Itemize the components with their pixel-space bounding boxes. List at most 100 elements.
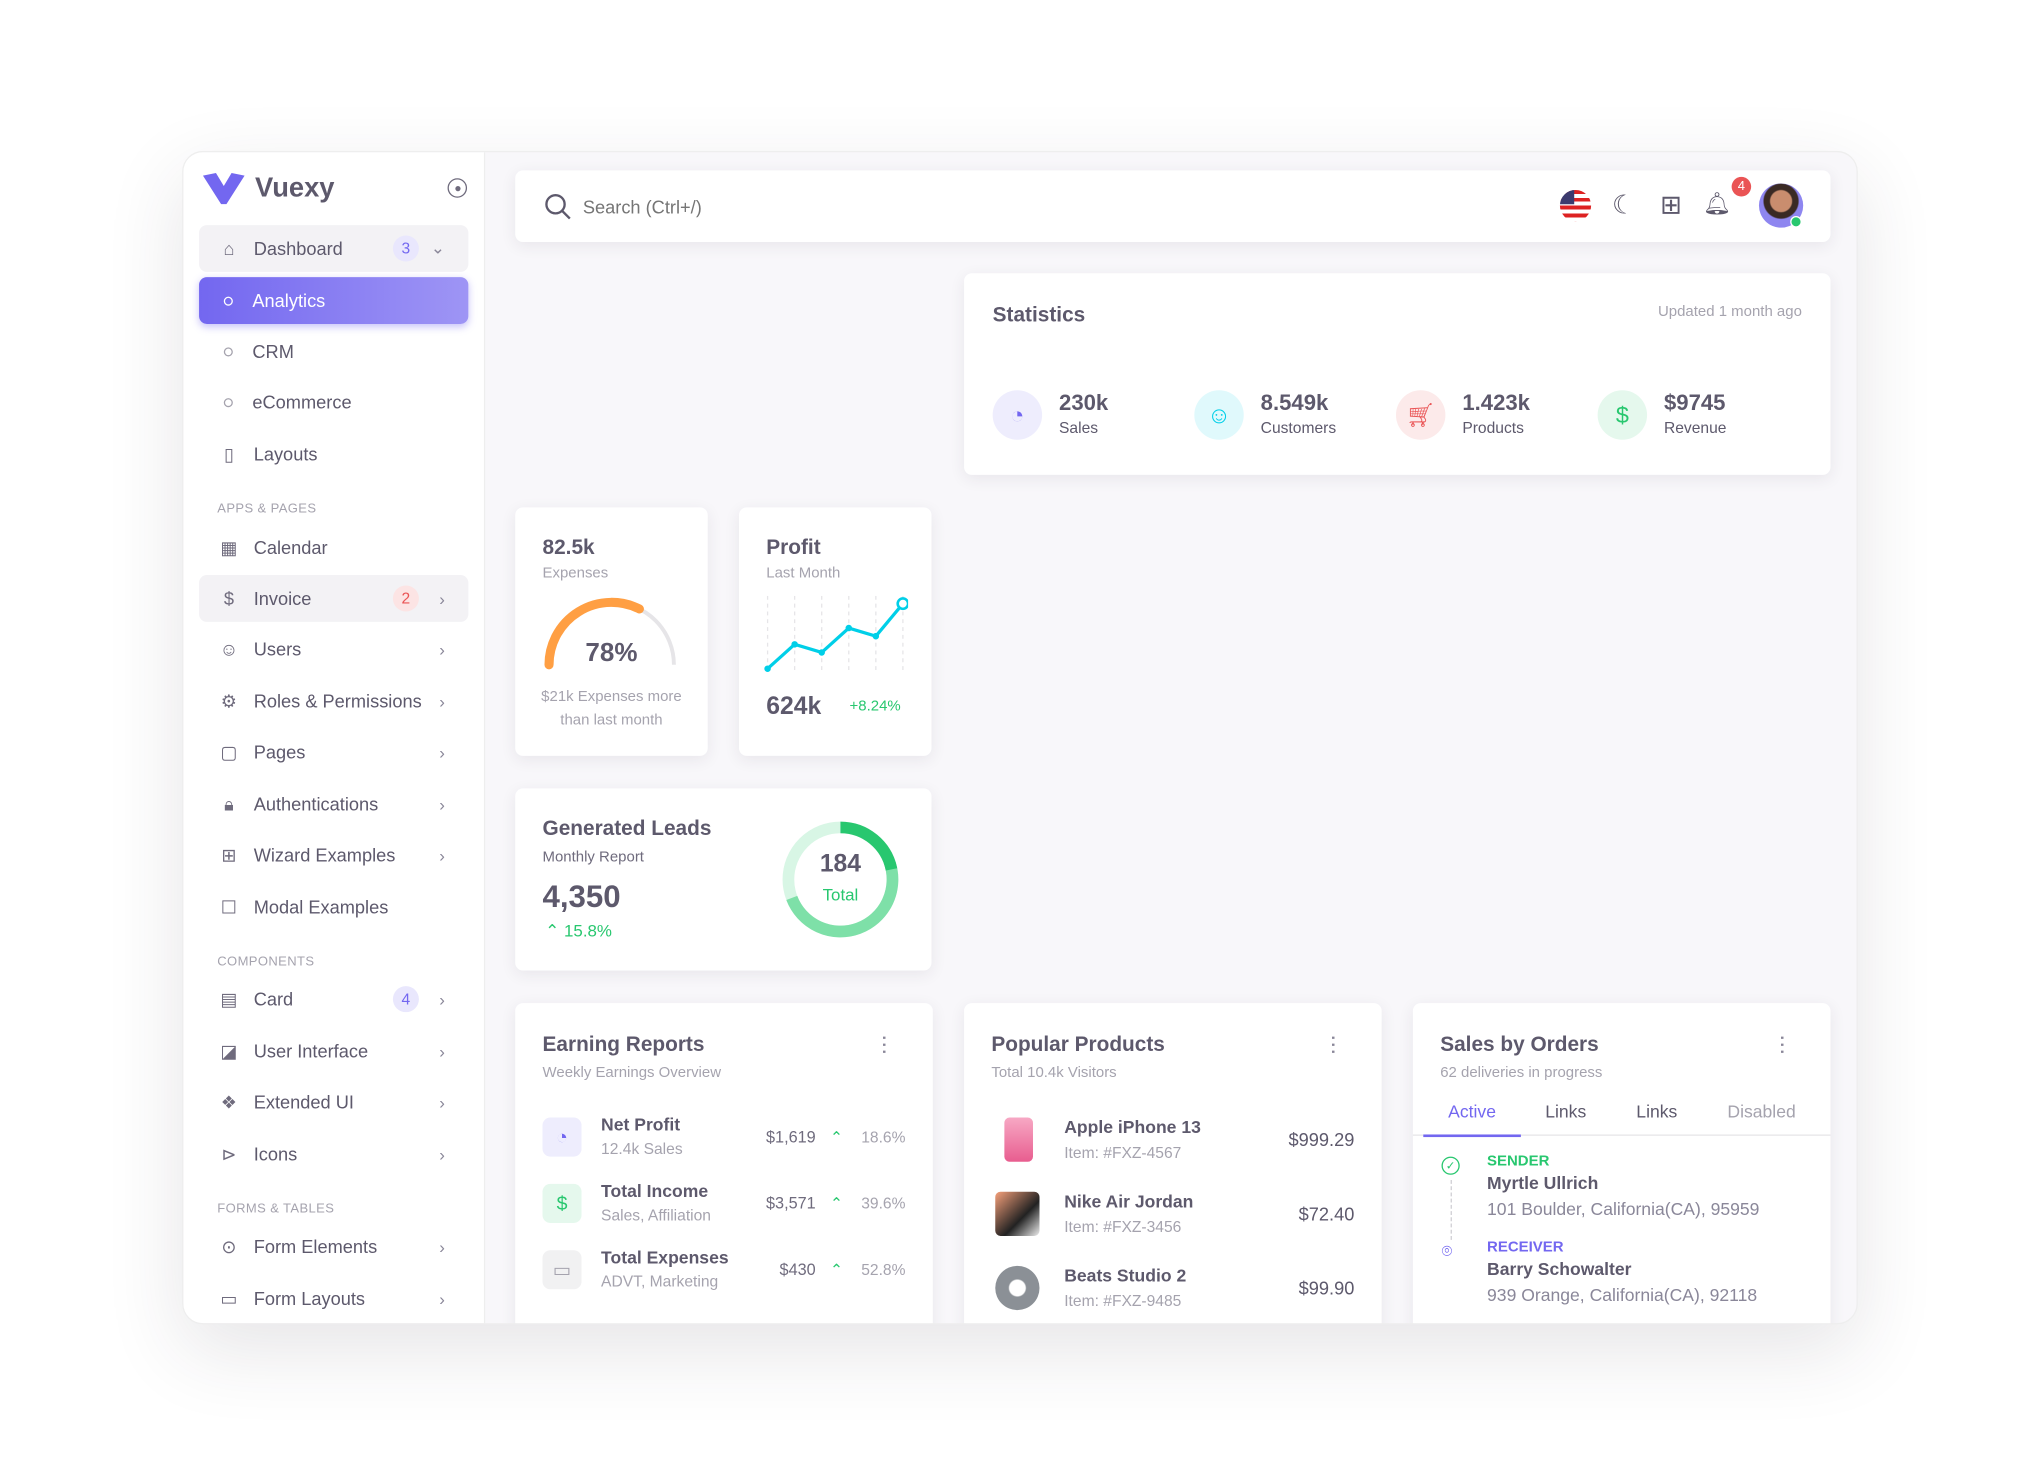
statistics-title: Statistics [992, 304, 1086, 327]
sidebar-item-roles[interactable]: ⚙ Roles & Permissions › [199, 678, 468, 725]
sender-name: Myrtle Ullrich [1487, 1173, 1599, 1194]
sidebar-item-dashboard[interactable]: ⌂ Dashboard 3 ⌄ [199, 225, 469, 272]
sidebar-item-ecommerce[interactable]: eCommerce [199, 379, 468, 426]
earning-row-change: 52.8% [861, 1260, 906, 1279]
chevron-right-icon: › [439, 989, 445, 1009]
dollar-icon: $ [1597, 390, 1648, 440]
arrow-up-icon: ⌃ [829, 1194, 844, 1213]
stat-value: 230k [1059, 390, 1109, 416]
generated-leads-card: Generated Leads Monthly Report 4,350 ⌃ 1… [515, 788, 932, 971]
chevron-right-icon: › [439, 639, 445, 659]
chevron-right-icon: › [439, 691, 445, 711]
sidebar-item-modal[interactable]: ☐ Modal Examples [199, 883, 468, 930]
leads-donut-chart [782, 821, 899, 938]
search-input[interactable] [582, 191, 1364, 223]
product-item: Item: #FXZ-9485 [1064, 1291, 1182, 1311]
tab-disabled: Disabled [1727, 1101, 1796, 1122]
profit-change: +8.24% [849, 698, 901, 715]
earning-row: ◔ Net Profit 12.4k Sales $1,619 ⌃ 18.6% [515, 1112, 933, 1169]
sidebar-item-user-interface[interactable]: ◪ User Interface › [199, 1028, 468, 1075]
headphones-image [995, 1265, 1040, 1311]
expenses-label: Expenses [542, 565, 609, 582]
profit-point [896, 597, 909, 611]
product-name: Apple iPhone 13 [1064, 1117, 1201, 1138]
product-row[interactable]: Beats Studio 2 Item: #FXZ-9485 $99.90 [964, 1261, 1382, 1323]
shortcuts-grid-icon[interactable]: ⊞ [1660, 191, 1682, 220]
expenses-gauge [544, 597, 676, 670]
bell-icon[interactable]: 🔔︎ [1703, 191, 1732, 216]
chevron-right-icon: › [439, 588, 445, 609]
tab-links[interactable]: Links [1545, 1101, 1587, 1122]
arrow-up-icon: ⌃ [829, 1127, 844, 1147]
earning-row-change: 39.6% [861, 1194, 906, 1213]
statistics-card: Statistics Updated 1 month ago ◔ 230k Sa… [964, 273, 1831, 475]
leads-total: 184 [819, 850, 862, 879]
lock-icon: 🔒︎ [224, 792, 234, 814]
arrow-up-icon: ⌃ [545, 921, 565, 941]
expenses-note: $21k Expenses more than last month [541, 689, 682, 729]
leads-total-label: Total [822, 884, 859, 905]
chevron-right-icon: › [439, 1288, 445, 1309]
orders-title: Sales by Orders [1440, 1034, 1599, 1057]
leads-title: Generated Leads [542, 818, 712, 841]
product-name: Nike Air Jordan [1064, 1191, 1194, 1212]
sidebar-item-authentications[interactable]: 🔒︎ Authentications › [199, 781, 468, 828]
pie-chart-icon: ◔ [992, 390, 1043, 440]
circle-icon [223, 397, 233, 407]
product-row[interactable]: Nike Air Jordan Item: #FXZ-3456 $72.40 [964, 1187, 1382, 1249]
sidebar-item-users[interactable]: ☺ Users › [199, 626, 468, 673]
sender-label: SENDER [1487, 1153, 1550, 1170]
earning-title: Earning Reports [542, 1034, 705, 1057]
brand-logo[interactable]: Vuexy [202, 173, 334, 205]
profit-title: Profit [766, 537, 821, 560]
profit-point [764, 665, 771, 672]
users-icon: ☺ [219, 638, 239, 660]
stat-label: Customers [1260, 418, 1337, 438]
sidebar-item-calendar[interactable]: ▦ Calendar [199, 524, 468, 571]
sidebar: Vuexy ⌂ Dashboard 3 ⌄ Analytics CRM eComm… [183, 152, 486, 1324]
more-vertical-icon[interactable]: ⋯ [872, 1034, 896, 1056]
dollar-icon: $ [542, 1183, 582, 1223]
collapse-toggle-icon[interactable] [447, 178, 468, 198]
sidebar-item-form-elements[interactable]: ⊙ Form Elements › [199, 1223, 468, 1270]
sidebar-item-form-layouts[interactable]: ▭ Form Layouts › [199, 1275, 468, 1322]
circle-icon [223, 295, 233, 306]
online-status-dot [1790, 215, 1802, 228]
navbar: ☾ ⊞ 🔔︎ 4 [515, 170, 1831, 242]
tab-active[interactable]: Active [1423, 1102, 1521, 1138]
sidebar-item-invoice[interactable]: $ Invoice 2 › [199, 575, 469, 622]
more-vertical-icon[interactable]: ⋯ [1770, 1034, 1793, 1056]
tab-links-2[interactable]: Links [1636, 1101, 1678, 1122]
product-row[interactable]: Apple iPhone 13 Item: #FXZ-4567 $999.29 [964, 1112, 1382, 1174]
expenses-percent: 78% [585, 638, 638, 668]
receiver-label: RECEIVER [1487, 1239, 1564, 1256]
search-icon[interactable] [544, 193, 573, 222]
profit-point [791, 641, 798, 648]
terminal-icon: ⊳ [221, 1142, 237, 1164]
sidebar-item-layouts[interactable]: ▯ Layouts [199, 431, 468, 478]
earning-row-sub: ADVT, Marketing [601, 1272, 719, 1291]
us-flag-icon[interactable] [1559, 189, 1592, 222]
earning-row-amount: $3,571 [765, 1194, 816, 1213]
components-icon: ❖ [220, 1090, 238, 1112]
earning-row-change: 18.6% [861, 1127, 906, 1147]
moon-icon[interactable]: ☾ [1611, 191, 1636, 220]
earning-row-amount: $430 [779, 1260, 816, 1279]
sidebar-item-analytics[interactable]: Analytics [199, 277, 469, 324]
leads-change: ⌃ 15.8% [545, 921, 612, 941]
product-item: Item: #FXZ-4567 [1064, 1143, 1182, 1162]
sidebar-item-card[interactable]: ▤ Card 4 › [199, 976, 468, 1023]
more-vertical-icon[interactable]: ⋯ [1321, 1034, 1344, 1056]
home-icon: ⌂ [223, 238, 235, 259]
profit-point [818, 649, 825, 656]
chevron-right-icon: › [439, 794, 445, 814]
sidebar-item-wizard[interactable]: ⊞ Wizard Examples › [199, 831, 468, 878]
sidebar-item-extended-ui[interactable]: ❖ Extended UI › [199, 1079, 468, 1126]
sidebar-item-icons[interactable]: ⊳ Icons › [199, 1131, 468, 1178]
stat-value: $9745 [1663, 390, 1726, 416]
square-icon: ☐ [220, 895, 238, 917]
sidebar-item-crm[interactable]: CRM [199, 328, 468, 375]
sidebar-item-pages[interactable]: ▢ Pages › [199, 729, 468, 776]
product-item: Item: #FXZ-3456 [1064, 1217, 1182, 1236]
popular-products-card: Popular Products Total 10.4k Visitors ⋯ … [964, 1003, 1382, 1324]
